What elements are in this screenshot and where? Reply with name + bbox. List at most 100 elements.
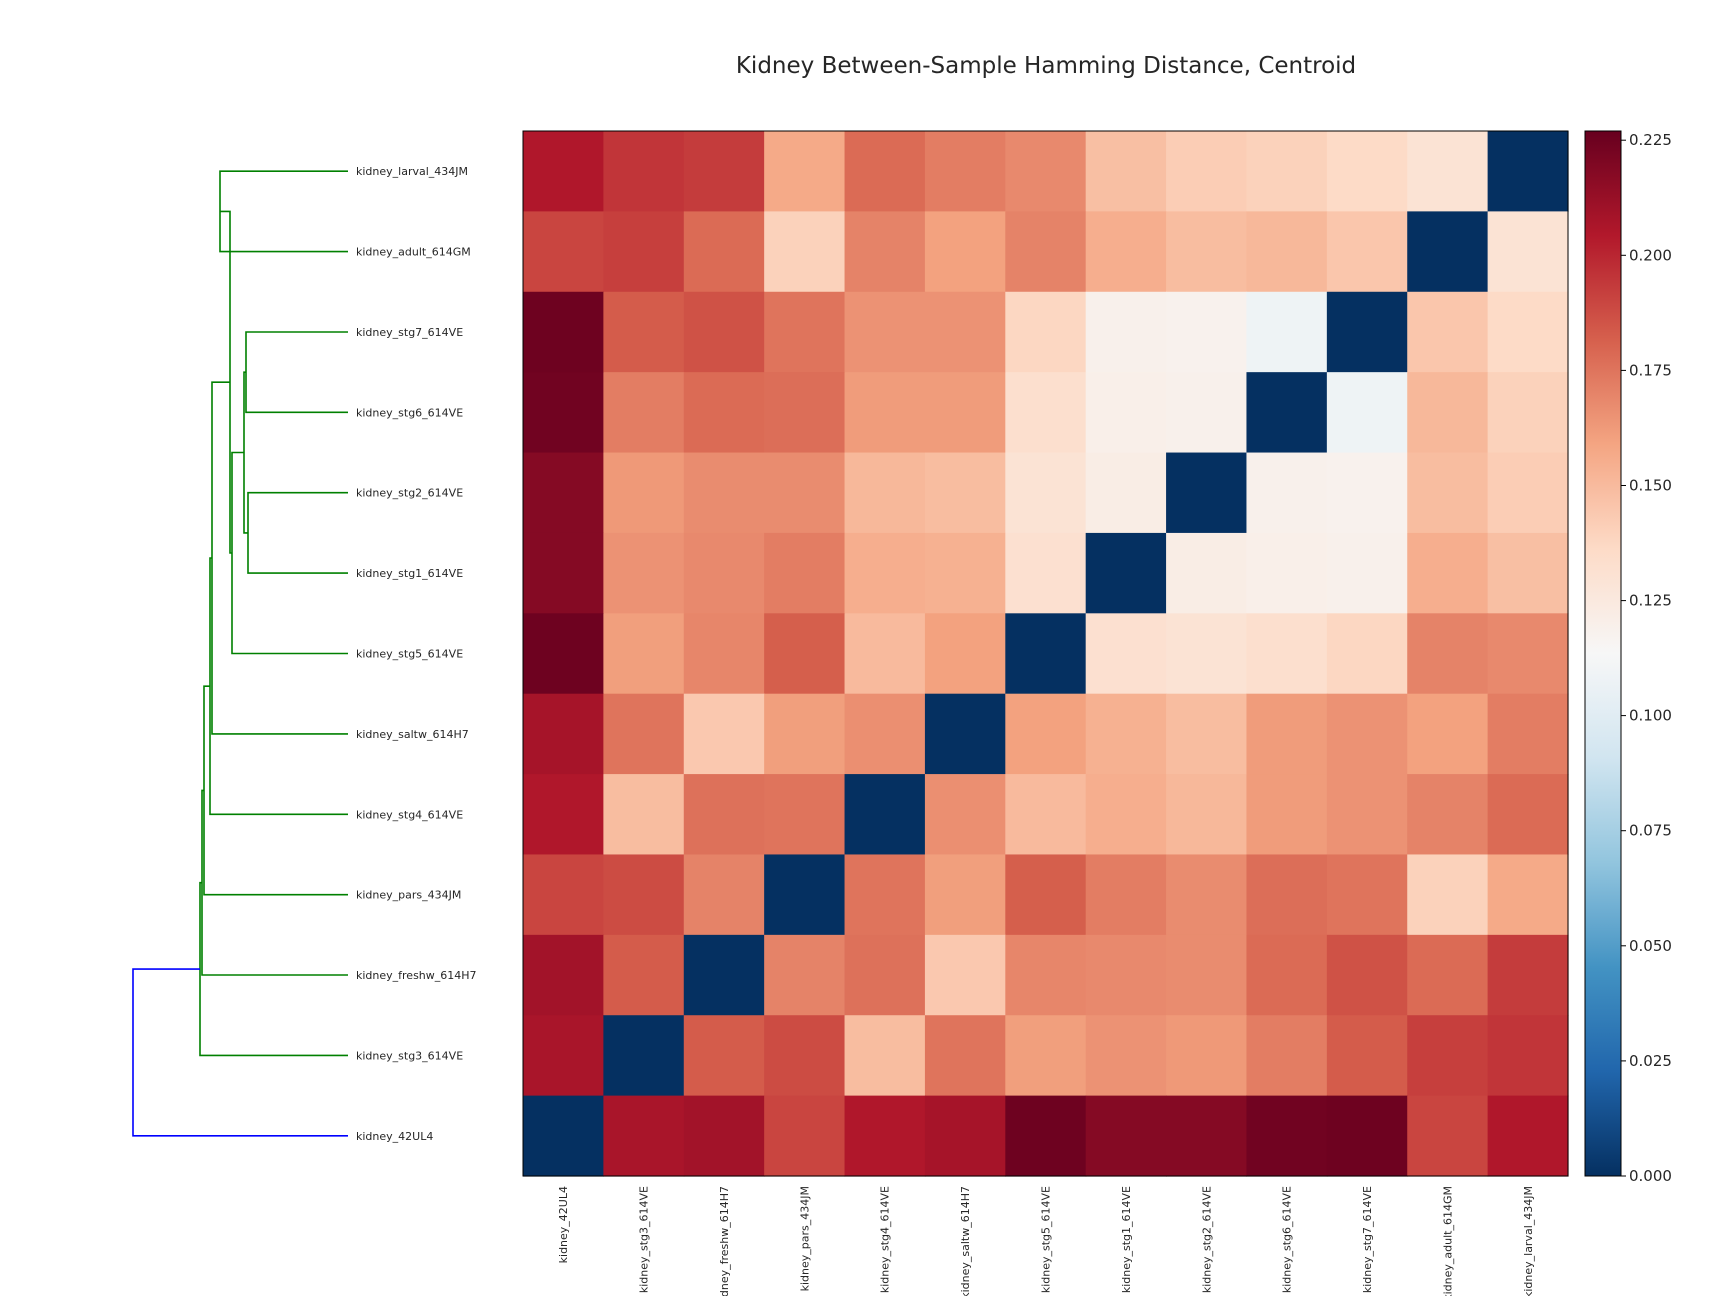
- heatmap-cell: [1487, 613, 1569, 695]
- heatmap-cell: [1487, 211, 1569, 293]
- heatmap-cell: [1326, 532, 1408, 614]
- heatmap-cell: [844, 291, 926, 373]
- heatmap-cell: [1005, 934, 1087, 1016]
- column-label: kidney_larval_434JM: [1522, 1186, 1535, 1296]
- heatmap-cell: [924, 452, 1006, 534]
- heatmap-cell: [603, 372, 685, 454]
- heatmap-cell: [1166, 613, 1248, 695]
- heatmap-cell: [1407, 452, 1489, 534]
- colorbar-tick-label: 0.225: [1629, 131, 1672, 149]
- heatmap-cell: [924, 131, 1006, 212]
- heatmap-cell: [1246, 854, 1328, 936]
- column-label: kidney_stg3_614VE: [638, 1186, 651, 1293]
- row-label: kidney_stg1_614VE: [356, 567, 463, 580]
- heatmap-cell: [764, 452, 846, 534]
- column-label: kidney_stg6_614VE: [1281, 1186, 1294, 1293]
- dendrogram-link: [132, 968, 348, 1137]
- heatmap-cell: [523, 532, 604, 614]
- heatmap-cell: [603, 934, 685, 1016]
- heatmap-cell: [1487, 291, 1569, 373]
- row-labels: kidney_larval_434JM kidney_adult_614GMkid…: [356, 165, 477, 1143]
- heatmap-cell: [764, 372, 846, 454]
- heatmap-cell: [603, 131, 685, 212]
- colorbar-tick-label: 0.175: [1629, 361, 1672, 379]
- heatmap-cell: [764, 1095, 846, 1177]
- heatmap-cell: [1005, 532, 1087, 614]
- heatmap-cell: [764, 1015, 846, 1097]
- heatmap-cell: [1005, 774, 1087, 856]
- heatmap-cell: [683, 774, 765, 856]
- heatmap-cell: [1166, 131, 1248, 212]
- column-label: kidney_adult_614GM: [1441, 1186, 1454, 1296]
- heatmap-cell: [523, 934, 604, 1016]
- heatmap-cell: [924, 774, 1006, 856]
- column-label: kidney_stg7_614VE: [1361, 1186, 1374, 1293]
- heatmap-cell: [1326, 613, 1408, 695]
- dendrogram-link: [201, 789, 348, 976]
- heatmap-cell: [683, 1015, 765, 1097]
- heatmap-cell: [1166, 1095, 1248, 1177]
- row-label: kidney_stg6_614VE: [356, 406, 463, 419]
- column-label: kidney_stg1_614VE: [1120, 1186, 1133, 1293]
- heatmap-cell: [1326, 211, 1408, 293]
- heatmap-cell: [924, 291, 1006, 373]
- heatmap-cell: [1407, 613, 1489, 695]
- heatmap-cell: [1326, 291, 1408, 373]
- heatmap-cell: [764, 613, 846, 695]
- heatmap-cell: [764, 532, 846, 614]
- colorbar-tick-label: 0.000: [1629, 1167, 1672, 1185]
- heatmap-cell: [683, 854, 765, 936]
- heatmap-cell: [1407, 1095, 1489, 1177]
- heatmap-cell: [764, 291, 846, 373]
- heatmap-cell: [924, 1015, 1006, 1097]
- heatmap-cell: [1326, 854, 1408, 936]
- heatmap-cell: [603, 211, 685, 293]
- dendrogram-link: [247, 491, 348, 574]
- heatmap-cell: [1085, 291, 1167, 373]
- heatmap-cell: [1407, 693, 1489, 775]
- heatmap-cell: [1487, 854, 1569, 936]
- heatmap-cell: [683, 131, 765, 212]
- heatmap-cell: [1005, 131, 1087, 212]
- heatmap-cell: [1487, 774, 1569, 856]
- heatmap-cell: [1246, 532, 1328, 614]
- colorbar-ticks: 0.000 0.025 0.050 0.075 0.100 0.125 0.150 0.175…: [1621, 131, 1672, 1185]
- heatmap-cell: [764, 211, 846, 293]
- heatmap-cell: [924, 211, 1006, 293]
- heatmap-cell: [764, 693, 846, 775]
- dendrogram-link: [245, 331, 348, 414]
- heatmap-cell: [683, 291, 765, 373]
- heatmap-cell: [1166, 693, 1248, 775]
- dendrogram-link: [199, 881, 348, 1057]
- heatmap-cell: [1085, 854, 1167, 936]
- heatmap-cell: [1326, 774, 1408, 856]
- heatmap-cell: [523, 372, 604, 454]
- heatmap-cell: [1487, 131, 1569, 212]
- heatmap-cell: [1005, 1095, 1087, 1177]
- heatmap-cell: [844, 854, 926, 936]
- heatmap-cell: [1326, 934, 1408, 1016]
- heatmap-cell: [1407, 291, 1489, 373]
- column-label: kidney_stg2_614VE: [1200, 1186, 1213, 1293]
- heatmap-cell: [523, 452, 604, 534]
- row-label: kidney_stg4_614VE: [356, 808, 463, 821]
- heatmap-cell: [844, 452, 926, 534]
- colorbar-tick-label: 0.025: [1629, 1052, 1672, 1070]
- row-label: kidney_larval_434JM: [356, 165, 468, 178]
- heatmap-cell: [1085, 1095, 1167, 1177]
- dendrogram-link: [209, 557, 348, 816]
- heatmap-cell: [683, 693, 765, 775]
- heatmap-cell: [1407, 211, 1489, 293]
- row-label: kidney_stg7_614VE: [356, 326, 463, 339]
- heatmap-cell: [523, 211, 604, 293]
- heatmap-cell: [1005, 693, 1087, 775]
- row-label: kidney_stg2_614VE: [356, 487, 463, 500]
- heatmap-cell: [1085, 934, 1167, 1016]
- heatmap-cell: [1166, 291, 1248, 373]
- heatmap-cell: [1326, 1015, 1408, 1097]
- heatmap-cell: [1166, 452, 1248, 534]
- column-label: kidney_freshw_614H7: [718, 1186, 731, 1296]
- heatmap-cell: [1407, 854, 1489, 936]
- heatmap-cell: [1407, 131, 1489, 212]
